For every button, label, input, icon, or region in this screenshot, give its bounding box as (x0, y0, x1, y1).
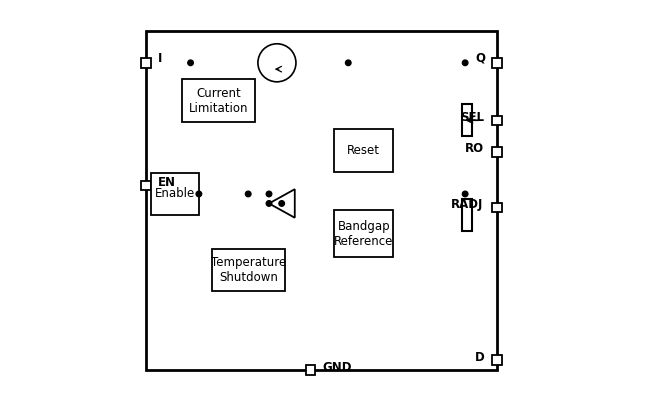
Circle shape (188, 60, 194, 65)
Bar (152, 172, 199, 215)
Circle shape (279, 201, 284, 206)
Bar (492, 147, 502, 157)
Circle shape (462, 191, 468, 197)
Bar (492, 115, 502, 125)
Circle shape (462, 60, 468, 65)
Bar (334, 210, 393, 257)
Text: Q: Q (475, 51, 485, 64)
Bar (212, 249, 285, 291)
Bar (334, 129, 393, 172)
Bar (146, 31, 497, 370)
Text: RO: RO (465, 142, 484, 155)
Text: EN: EN (158, 176, 176, 189)
Circle shape (346, 60, 351, 65)
Circle shape (196, 191, 202, 197)
Text: Bandgap
Reference: Bandgap Reference (334, 219, 393, 247)
Bar (492, 355, 502, 365)
Bar (492, 58, 502, 67)
Text: Current
Limitation: Current Limitation (189, 87, 248, 115)
Bar (492, 203, 502, 212)
Bar (462, 200, 472, 231)
Circle shape (266, 191, 272, 197)
Polygon shape (269, 189, 295, 218)
Circle shape (246, 191, 251, 197)
Text: I: I (158, 52, 163, 65)
Text: Enable: Enable (155, 188, 195, 200)
Text: Reset: Reset (347, 144, 380, 157)
Bar (182, 79, 255, 122)
Bar (141, 58, 151, 67)
Circle shape (266, 201, 272, 206)
Bar (141, 181, 151, 190)
Text: Temperature
Shutdown: Temperature Shutdown (210, 256, 286, 284)
Text: RADJ: RADJ (451, 198, 483, 211)
Text: GND: GND (322, 361, 352, 374)
Bar (306, 365, 315, 375)
Bar (462, 105, 472, 136)
Text: D: D (475, 352, 485, 365)
Text: SEL: SEL (460, 111, 484, 124)
Circle shape (258, 44, 296, 82)
